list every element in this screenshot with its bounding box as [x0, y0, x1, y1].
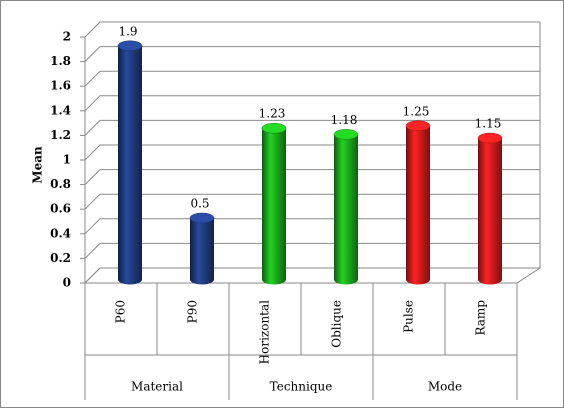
grid-line [84, 46, 540, 62]
y-axis-label: Mean [31, 146, 45, 184]
y-tick-label: 0.8 [50, 177, 71, 191]
grid-line [84, 119, 540, 136]
y-tick-label: 0.6 [50, 202, 71, 216]
bar-top [117, 40, 143, 52]
y-tick-label: 1.6 [50, 79, 71, 93]
data-label: 1.23 [259, 107, 286, 121]
group-label: Technique [270, 380, 333, 394]
bar [478, 138, 502, 285]
bar [190, 218, 214, 285]
grid-line [84, 267, 540, 284]
y-tick-label: 2 [63, 30, 71, 44]
x-tick-label: Ramp [474, 300, 488, 336]
x-tick-label: Pulse [402, 300, 416, 333]
y-tick-label: 0.4 [50, 226, 71, 240]
bar [406, 125, 430, 285]
y-tick-label: 1 [63, 153, 71, 167]
bar-top [333, 129, 359, 140]
grid-line [84, 242, 540, 259]
data-label: 1.15 [475, 117, 502, 131]
y-tick-label: 1.2 [50, 128, 71, 142]
bar-top [261, 122, 287, 134]
bar [118, 45, 142, 285]
bar-top [477, 132, 503, 144]
data-label: 1.9 [118, 24, 137, 38]
grid-line [84, 70, 540, 87]
x-tick-label: Horizontal [258, 300, 272, 365]
bar-top [405, 120, 431, 131]
data-label: 0.5 [190, 197, 209, 211]
grid-line [84, 169, 540, 185]
x-tick-label: P60 [114, 300, 128, 323]
bar [334, 134, 358, 285]
grid-line [84, 95, 540, 112]
y-tick-label: 1.4 [50, 103, 71, 117]
bar-top [189, 212, 215, 224]
y-tick-label: 1.8 [50, 54, 71, 68]
grid-line [84, 193, 540, 210]
y-tick-label: 0 [63, 276, 71, 290]
x-tick-label: Oblique [330, 300, 344, 348]
grid-line [84, 218, 540, 235]
group-label: Mode [428, 380, 462, 394]
y-tick-label: 0.2 [50, 251, 71, 265]
grid-line [84, 144, 540, 161]
bar [262, 128, 286, 285]
group-label: Material [131, 380, 183, 394]
grid-line [84, 21, 540, 38]
data-label: 1.18 [331, 113, 358, 127]
x-tick-label: P90 [186, 300, 200, 323]
data-label: 1.25 [403, 104, 430, 118]
